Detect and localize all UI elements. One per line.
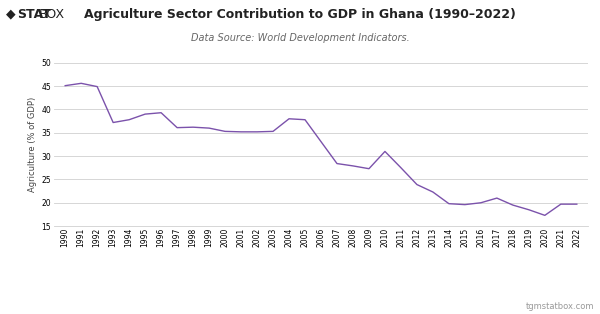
Y-axis label: Agriculture (% of GDP): Agriculture (% of GDP) bbox=[28, 97, 37, 192]
Text: STAT: STAT bbox=[17, 8, 50, 21]
Text: BOX: BOX bbox=[39, 8, 65, 21]
Text: Agriculture Sector Contribution to GDP in Ghana (1990–2022): Agriculture Sector Contribution to GDP i… bbox=[84, 8, 516, 21]
Text: Data Source: World Development Indicators.: Data Source: World Development Indicator… bbox=[191, 33, 409, 43]
Text: ◆: ◆ bbox=[6, 8, 16, 21]
Text: tgmstatbox.com: tgmstatbox.com bbox=[526, 302, 594, 311]
